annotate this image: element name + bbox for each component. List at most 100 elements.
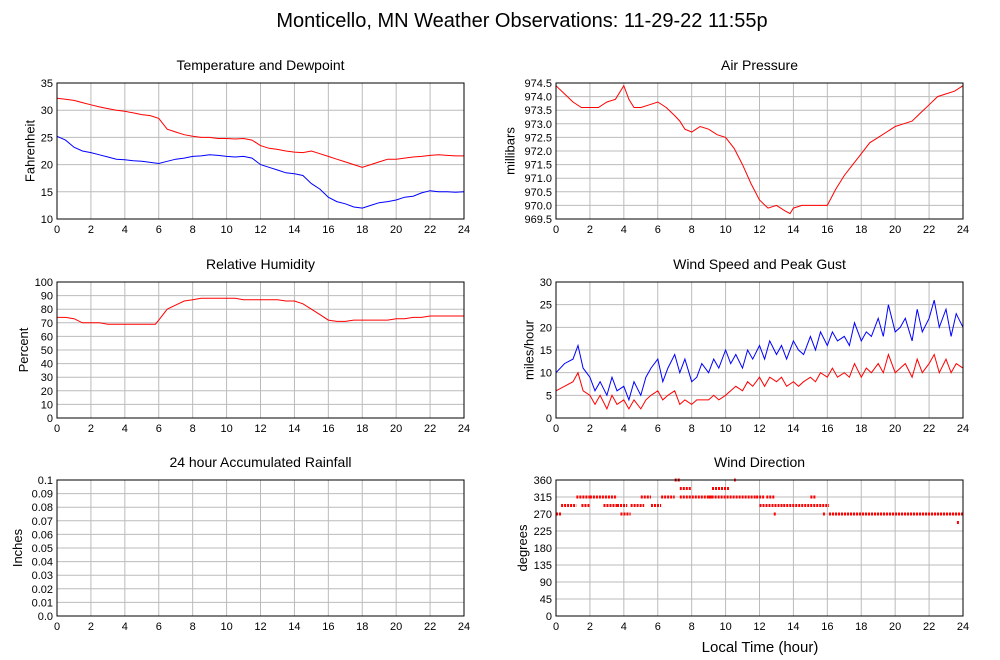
x-tick-label: 10	[220, 423, 232, 435]
y-tick-label: 10	[41, 214, 53, 226]
series-line	[57, 297, 464, 325]
y-tick-label: 90	[540, 577, 552, 589]
y-tick-label: 5	[546, 390, 552, 402]
y-tick-label: 100	[35, 277, 53, 289]
y-tick-label: 15	[41, 187, 53, 199]
y-tick-label: 0	[546, 413, 552, 425]
series-line	[555, 352, 964, 411]
series-line	[555, 84, 964, 215]
y-tick-label: 30	[540, 277, 552, 289]
x-tick-label: 12	[254, 224, 266, 236]
y-tick-label: 135	[534, 560, 552, 572]
x-tick-label: 10	[220, 621, 232, 633]
x-tick-label: 18	[356, 224, 368, 236]
y-tick-label: 225	[534, 526, 552, 538]
x-tick-label: 18	[855, 621, 867, 633]
x-tick-label: 8	[190, 621, 196, 633]
y-tick-label: 0.04	[32, 557, 53, 569]
x-tick-label: 24	[957, 224, 969, 236]
series-line	[56, 97, 464, 168]
y-tick-label: 70	[41, 318, 53, 330]
x-tick-label: 0	[54, 423, 60, 435]
y-tick-label: 0.05	[32, 543, 53, 555]
y-tick-label: 360	[534, 475, 552, 487]
y-tick-label: 974.0	[524, 92, 552, 104]
x-tick-label: 6	[156, 621, 162, 633]
y-tick-label: 0.01	[32, 597, 53, 609]
x-tick-label: 16	[322, 423, 334, 435]
x-tick-label: 8	[689, 224, 695, 236]
x-tick-label: 22	[923, 621, 935, 633]
plot-frame	[56, 479, 465, 617]
x-tick-label: 24	[957, 621, 969, 633]
x-tick-label: 8	[689, 621, 695, 633]
x-tick-label: 10	[719, 621, 731, 633]
x-tick-label: 20	[390, 621, 402, 633]
x-tick-label: 8	[190, 224, 196, 236]
x-tick-label: 2	[88, 423, 94, 435]
y-tick-label: 971.5	[524, 160, 552, 172]
x-tick-label: 16	[322, 621, 334, 633]
x-tick-label: 14	[787, 621, 799, 633]
y-tick-label: 0.02	[32, 584, 53, 596]
y-axis-label: degrees	[515, 524, 530, 571]
plot-frame	[555, 281, 964, 419]
x-tick-label: 4	[122, 423, 128, 435]
y-axis-label: millibars	[503, 127, 518, 175]
x-tick-label: 22	[424, 423, 436, 435]
x-tick-label: 10	[220, 224, 232, 236]
y-tick-label: 971.0	[524, 173, 552, 185]
page-title: Monticello, MN Weather Observations: 11-…	[276, 10, 767, 32]
x-tick-label: 4	[621, 423, 627, 435]
x-tick-label: 16	[821, 423, 833, 435]
y-axis-label: Inches	[10, 528, 25, 567]
x-tick-label: 0	[54, 224, 60, 236]
x-tick-label: 14	[288, 224, 300, 236]
y-tick-label: 0	[546, 611, 552, 623]
chart-panel-5: 0 2 4 6 8 10 12 14 16 18 20 22 240.00.010.020.030.04…	[10, 454, 470, 633]
y-axis-label: miles/hour	[521, 319, 536, 380]
series-line	[555, 299, 964, 402]
y-tick-label: 973.0	[524, 119, 552, 131]
y-tick-label: 315	[534, 492, 552, 504]
y-tick-label: 90	[41, 291, 53, 303]
y-tick-label: 20	[41, 160, 53, 172]
wind-direction-point	[773, 512, 776, 516]
x-tick-label: 18	[356, 621, 368, 633]
x-tick-label: 20	[390, 224, 402, 236]
x-tick-label: 18	[356, 423, 368, 435]
x-tick-label: 16	[322, 224, 334, 236]
x-tick-label: 22	[424, 224, 436, 236]
x-tick-label: 16	[821, 621, 833, 633]
y-tick-label: 0.08	[32, 502, 53, 514]
plot-frame	[555, 479, 964, 617]
x-tick-label: 20	[889, 224, 901, 236]
x-tick-label: 14	[288, 423, 300, 435]
x-tick-label: 2	[587, 224, 593, 236]
wind-direction-point	[956, 521, 959, 524]
y-tick-label: 30	[41, 105, 53, 117]
y-tick-label: 25	[41, 132, 53, 144]
y-tick-label: 973.5	[524, 105, 552, 117]
x-tick-label: 2	[587, 423, 593, 435]
x-tick-label: 6	[655, 224, 661, 236]
x-tick-label: 0	[553, 423, 559, 435]
x-tick-label: 18	[855, 423, 867, 435]
x-tick-label: 16	[821, 224, 833, 236]
plot-frame	[56, 82, 465, 220]
y-axis-label: Fahrenheit	[22, 120, 37, 183]
x-tick-label: 0	[553, 621, 559, 633]
chart-panel-2: 0 2 4 6 8 10 12 14 16 18 20 22 24969.5970.0970.5971.…	[503, 57, 970, 236]
y-tick-label: 969.5	[524, 214, 552, 226]
x-tick-label: 10	[719, 224, 731, 236]
y-tick-label: 0.03	[32, 570, 53, 582]
chart-panel-1: 0 2 4 6 8 10 12 14 16 18 20 22 24101520253035Tempera…	[22, 57, 470, 236]
y-tick-label: 25	[540, 300, 552, 312]
x-tick-label: 12	[753, 423, 765, 435]
x-tick-label: 22	[923, 224, 935, 236]
y-tick-label: 180	[534, 543, 552, 555]
y-tick-label: 50	[41, 345, 53, 357]
x-tick-label: 14	[787, 423, 799, 435]
